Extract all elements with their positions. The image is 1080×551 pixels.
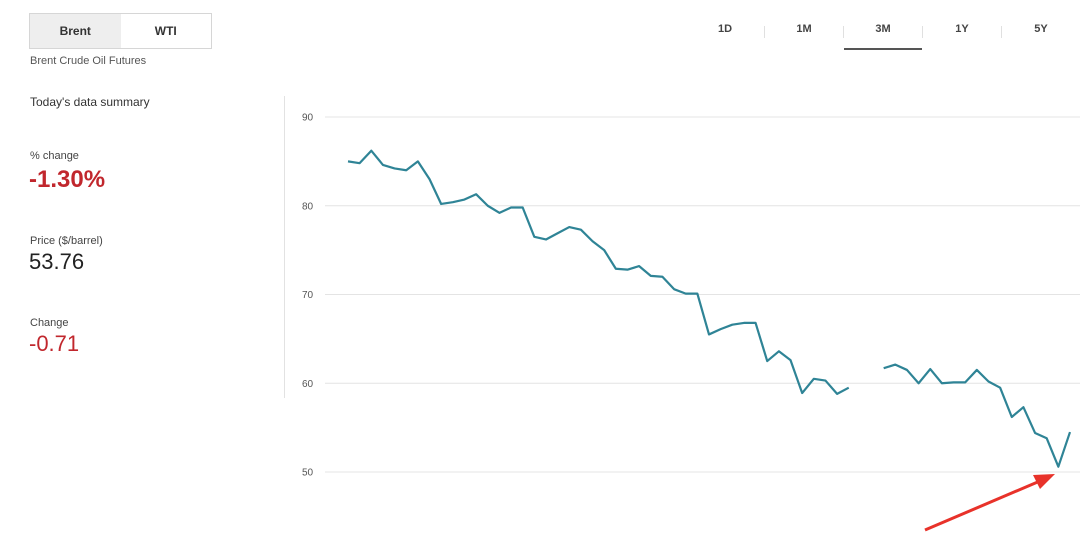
y-tick-label: 60 [302,379,314,390]
range-3m[interactable]: 3M [844,16,923,50]
range-separator [764,26,765,38]
range-5y[interactable]: 5Y [1034,23,1048,35]
chart-subtitle: Brent Crude Oil Futures [30,55,147,67]
y-tick-label: 70 [302,290,314,301]
range-1d[interactable]: 1D [717,23,733,35]
change-label: Change [30,317,69,329]
y-tick-label: 80 [302,201,314,212]
arrow-head [1033,474,1055,489]
range-1y[interactable]: 1Y [955,23,969,35]
benchmark-toggle: Brent WTI [29,13,212,49]
series-line [347,149,850,395]
summary-title: Today's data summary [30,95,150,109]
price-value: 53.76 [29,249,85,274]
y-axis-ticks: 90 80 70 60 50 [302,113,314,479]
pct-change-value: -1.30% [29,166,106,193]
range-separator [922,26,923,38]
arrow-shaft [924,479,1041,532]
chart-grid [325,116,1080,473]
range-1m[interactable]: 1M [796,23,812,35]
change-value: -0.71 [29,331,80,356]
annotation-arrow [924,474,1055,532]
summary-divider [284,96,285,398]
price-label: Price ($/barrel) [30,235,103,247]
range-separator [843,26,844,38]
toggle-brent[interactable]: Brent [30,14,121,48]
pct-change-label: % change [30,150,79,162]
price-series [347,149,1072,468]
range-selector: 1D 1M 3M 1Y 5Y [686,16,1080,50]
y-tick-label: 90 [302,113,314,124]
toggle-wti[interactable]: WTI [154,24,177,38]
y-tick-label: 50 [302,468,314,479]
range-separator [1001,26,1002,38]
series-line [883,363,1072,468]
